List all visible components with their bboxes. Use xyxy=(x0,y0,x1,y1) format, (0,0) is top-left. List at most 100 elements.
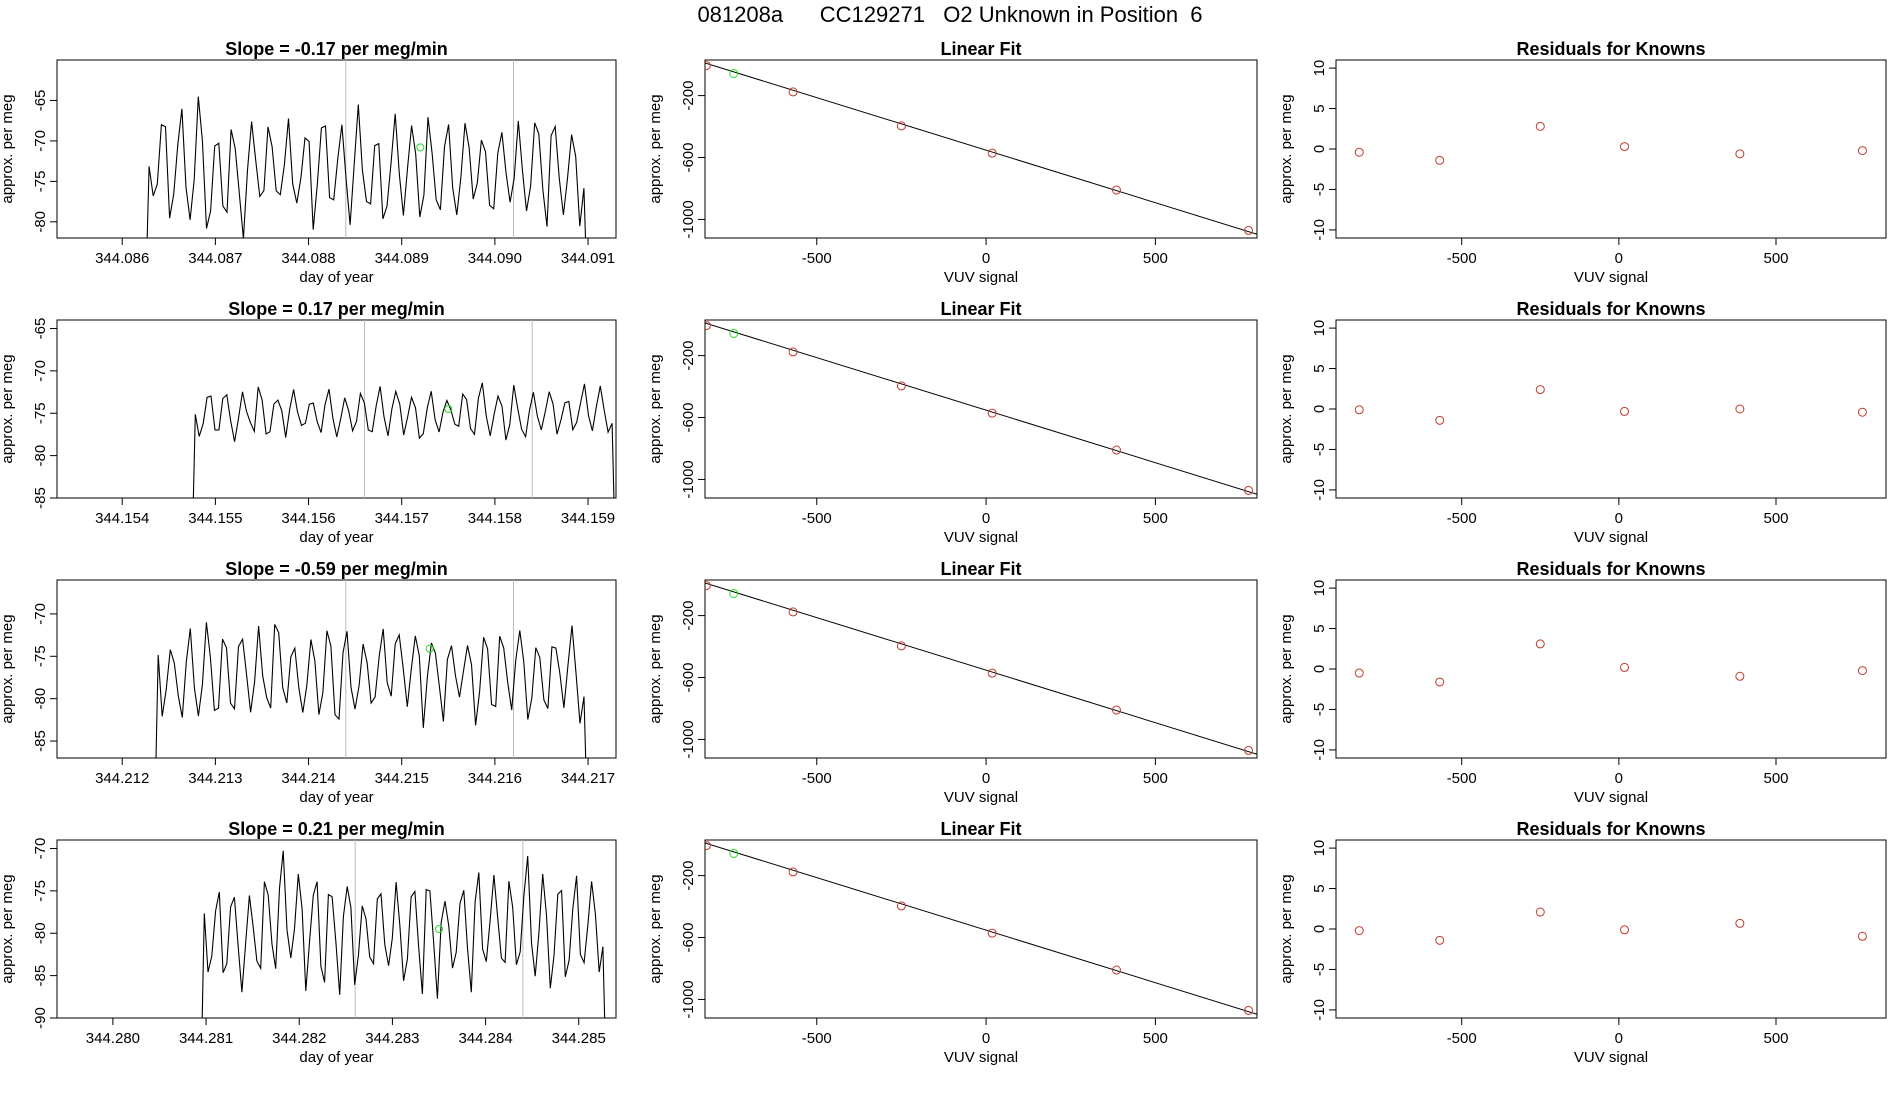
y-tick-label: -1000 xyxy=(680,200,697,238)
y-tick-label: -75 xyxy=(32,880,49,902)
known-point xyxy=(1857,931,1867,941)
known-point xyxy=(1111,445,1121,455)
known-point xyxy=(1735,918,1745,928)
panel-r2-c1: Slope = 0.17 per meg/min 344.154 344.155 34… xyxy=(0,299,617,546)
x-tick-label: 344.216 xyxy=(468,770,522,787)
y-tick-label: -70 xyxy=(32,360,49,382)
panel-r1-c2: Linear Fit -500 0 500 -1000 -600 -200 VUV signa… xyxy=(647,39,1258,286)
y-axis-label: approx. per meg xyxy=(647,614,664,723)
known-point xyxy=(987,668,997,678)
known-point xyxy=(1111,705,1121,715)
signal-trace xyxy=(155,622,587,758)
known-point xyxy=(788,607,798,617)
panel-r3-c3: Residuals for Knowns -500 0 500 -10 -5 0 5 10 VUV… xyxy=(1278,559,1887,806)
x-axis-label: VUV signal xyxy=(1574,789,1648,806)
plot-frame xyxy=(704,319,1258,499)
x-tick-label: 344.282 xyxy=(272,1030,326,1047)
y-tick-label: -600 xyxy=(680,142,697,172)
panel-r3-c1: Slope = -0.59 per meg/min 344.212 344.213 3… xyxy=(0,559,617,806)
x-tick-label: 344.156 xyxy=(281,510,335,527)
y-tick-label: -200 xyxy=(680,861,697,891)
unknown-point xyxy=(444,405,453,413)
y-tick-label: -85 xyxy=(32,965,49,987)
y-tick-label: -70 xyxy=(32,838,49,860)
fit-line xyxy=(705,842,1257,1015)
y-tick-label: 0 xyxy=(1311,665,1328,673)
x-tick-label: 344.217 xyxy=(561,770,615,787)
plot-area xyxy=(1354,121,1867,165)
plot-area xyxy=(705,321,1257,495)
y-tick-label: -600 xyxy=(680,922,697,952)
known-point xyxy=(788,87,798,97)
plot-frame xyxy=(56,59,617,239)
x-tick-label: 344.088 xyxy=(281,250,335,267)
plot-frame xyxy=(56,579,617,759)
y-tick-label: -5 xyxy=(1311,443,1328,456)
plot-frame xyxy=(704,579,1258,759)
y-tick-label: -5 xyxy=(1311,963,1328,976)
known-point xyxy=(1535,385,1545,395)
y-tick-label: -90 xyxy=(32,1007,49,1029)
unknown-point xyxy=(425,644,434,653)
known-point xyxy=(896,641,906,651)
panel-title: Residuals for Knowns xyxy=(1516,559,1705,579)
known-point xyxy=(1435,415,1445,425)
x-tick-label: 344.158 xyxy=(468,510,522,527)
y-tick-label: -65 xyxy=(32,318,49,340)
y-tick-label: -1000 xyxy=(680,720,697,758)
known-point xyxy=(1620,662,1630,672)
known-point xyxy=(1620,925,1630,935)
known-point xyxy=(1735,149,1745,159)
y-tick-label: -10 xyxy=(1311,479,1328,501)
y-tick-label: -70 xyxy=(32,603,49,625)
y-tick-label: -85 xyxy=(32,730,49,752)
plot-frame xyxy=(56,319,617,499)
plot-frame xyxy=(56,839,617,1019)
plot-frame xyxy=(1335,579,1887,759)
x-tick-label: 344.285 xyxy=(552,1030,606,1047)
known-point xyxy=(1735,404,1745,414)
y-tick-label: -10 xyxy=(1311,999,1328,1021)
y-tick-label: 5 xyxy=(1311,104,1328,112)
known-point xyxy=(705,321,711,331)
known-point xyxy=(1354,405,1364,415)
signal-trace xyxy=(201,850,606,1018)
y-tick-label: -80 xyxy=(32,688,49,710)
x-tick-label: 500 xyxy=(1143,1030,1168,1047)
y-tick-label: -1000 xyxy=(680,980,697,1018)
x-tick-label: 344.159 xyxy=(561,510,615,527)
plot-area xyxy=(1354,385,1867,425)
y-tick-label: -10 xyxy=(1311,739,1328,761)
x-axis-label: VUV signal xyxy=(944,269,1018,286)
y-tick-label: -600 xyxy=(680,662,697,692)
x-axis-label: VUV signal xyxy=(1574,269,1648,286)
unknown-point xyxy=(416,143,425,152)
known-point xyxy=(1354,926,1364,936)
y-axis-label: approx. per meg xyxy=(647,94,664,203)
x-tick-label: 344.087 xyxy=(188,250,242,267)
x-tick-label: 500 xyxy=(1763,510,1788,527)
known-point xyxy=(1735,671,1745,681)
plot-frame xyxy=(704,59,1258,239)
known-point xyxy=(896,121,906,131)
y-tick-label: 0 xyxy=(1311,405,1328,413)
panel-r4-c2: Linear Fit -500 0 500 -1000 -600 -200 VUV signa… xyxy=(647,819,1258,1066)
y-tick-label: -75 xyxy=(32,171,49,193)
x-tick-label: 344.155 xyxy=(188,510,242,527)
y-tick-label: -80 xyxy=(32,211,49,233)
panel-title: Slope = -0.17 per meg/min xyxy=(225,39,448,59)
y-axis-label: approx. per meg xyxy=(647,354,664,463)
x-tick-label: 500 xyxy=(1763,250,1788,267)
known-point xyxy=(987,148,997,158)
x-tick-label: -500 xyxy=(1447,1030,1477,1047)
signal-trace xyxy=(192,382,615,498)
plot-area xyxy=(146,60,587,238)
known-point xyxy=(1244,225,1254,235)
x-tick-label: 344.283 xyxy=(365,1030,419,1047)
panel-title: Linear Fit xyxy=(940,819,1021,839)
x-axis-label: day of year xyxy=(299,1049,373,1066)
known-point xyxy=(1435,677,1445,687)
y-tick-label: -600 xyxy=(680,402,697,432)
known-point xyxy=(1535,639,1545,649)
